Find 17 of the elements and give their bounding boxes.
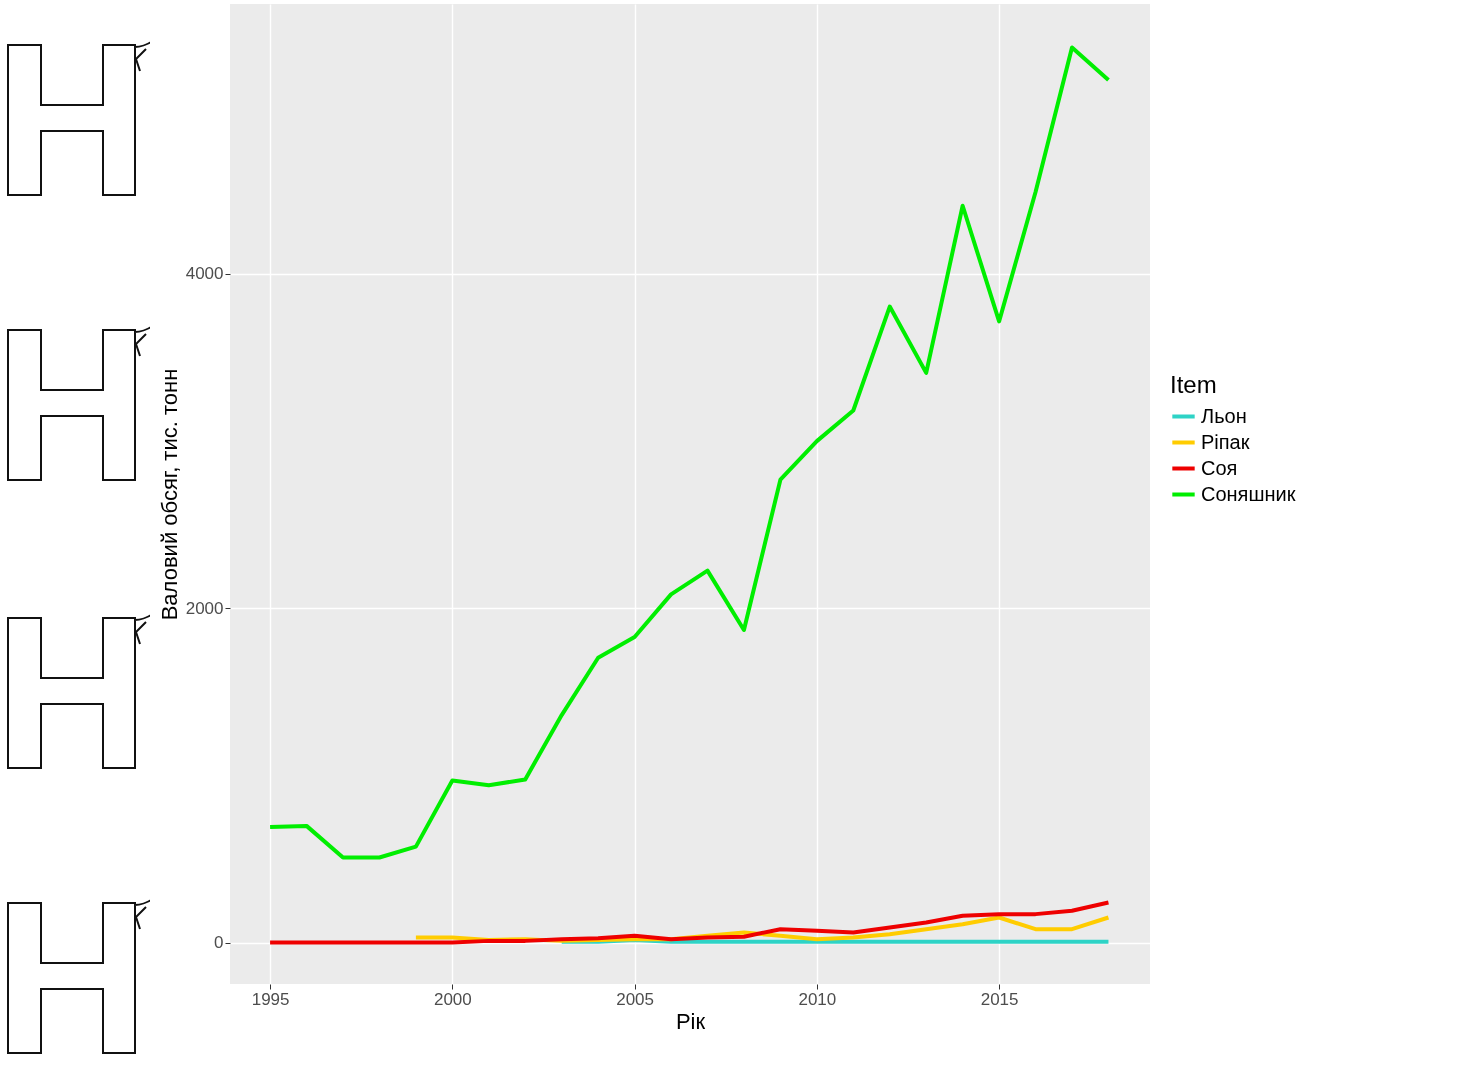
- y-tick-label: 4000: [185, 264, 224, 284]
- y-axis-title: Валовий обсяг, тис. тонн: [156, 368, 182, 621]
- x-tick-label: 2005: [616, 989, 655, 1009]
- y-tick-label: 2000: [185, 598, 224, 618]
- line-series: [268, 45, 1111, 860]
- line-series: [268, 900, 1111, 945]
- x-tick-label: 2015: [980, 989, 1019, 1009]
- y-tick-label: 0: [214, 933, 224, 953]
- legend-label: Ріпак: [1201, 430, 1250, 453]
- x-tick-label: 2010: [798, 989, 837, 1009]
- legend-label: Льон: [1201, 404, 1247, 427]
- x-axis-title: Рік: [675, 1008, 706, 1034]
- legend-label: Соняшник: [1201, 482, 1296, 505]
- legend-title: Item: [1170, 371, 1217, 398]
- x-tick-label: 1995: [251, 989, 290, 1009]
- x-tick-label: 2000: [433, 989, 472, 1009]
- legend-label: Соя: [1201, 456, 1238, 479]
